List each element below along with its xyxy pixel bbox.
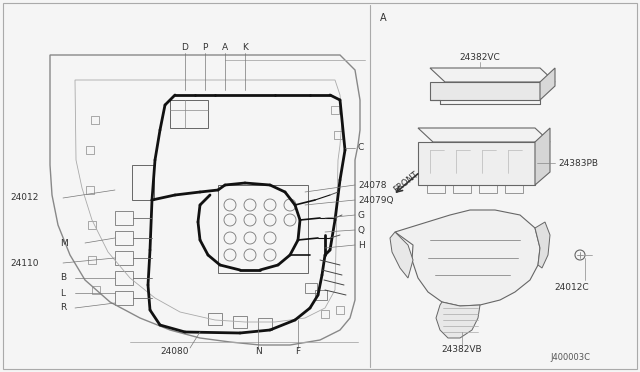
Bar bbox=[427, 148, 447, 176]
Bar bbox=[115, 291, 133, 305]
Text: 24078: 24078 bbox=[358, 180, 387, 189]
Text: P: P bbox=[202, 44, 208, 52]
Text: R: R bbox=[60, 304, 67, 312]
Text: J400003C: J400003C bbox=[550, 353, 590, 362]
Bar bbox=[115, 251, 133, 265]
Text: 24110: 24110 bbox=[10, 259, 38, 267]
Text: A: A bbox=[222, 44, 228, 52]
Bar bbox=[92, 286, 100, 294]
Text: F: F bbox=[296, 347, 301, 356]
Bar bbox=[336, 306, 344, 314]
Bar bbox=[88, 221, 96, 229]
Bar bbox=[479, 185, 497, 193]
Bar bbox=[170, 100, 208, 128]
Bar bbox=[88, 256, 96, 264]
Bar bbox=[132, 165, 154, 200]
Polygon shape bbox=[430, 68, 555, 82]
Polygon shape bbox=[535, 222, 550, 268]
Text: L: L bbox=[60, 289, 65, 298]
Text: 24079Q: 24079Q bbox=[358, 196, 394, 205]
Text: FRONT: FRONT bbox=[392, 170, 420, 195]
Bar bbox=[258, 318, 272, 330]
Text: 24012C: 24012C bbox=[555, 283, 589, 292]
Text: M: M bbox=[60, 238, 68, 247]
Bar bbox=[86, 186, 94, 194]
Text: 24383PB: 24383PB bbox=[558, 158, 598, 167]
Bar bbox=[331, 106, 339, 114]
Text: 24012: 24012 bbox=[10, 193, 38, 202]
Text: C: C bbox=[358, 144, 364, 153]
Polygon shape bbox=[418, 142, 535, 185]
Bar bbox=[453, 185, 471, 193]
Polygon shape bbox=[395, 210, 540, 306]
Text: D: D bbox=[182, 44, 188, 52]
Bar bbox=[115, 211, 133, 225]
Bar bbox=[427, 185, 445, 193]
Text: B: B bbox=[60, 273, 66, 282]
Bar bbox=[505, 148, 525, 176]
Text: Q: Q bbox=[358, 225, 365, 234]
Text: A: A bbox=[380, 13, 387, 23]
Text: 24382VB: 24382VB bbox=[442, 346, 483, 355]
Bar bbox=[321, 310, 329, 318]
Polygon shape bbox=[430, 82, 540, 100]
Polygon shape bbox=[436, 302, 480, 338]
Bar bbox=[315, 290, 327, 300]
Bar bbox=[453, 148, 473, 176]
Bar bbox=[86, 146, 94, 154]
Text: K: K bbox=[242, 44, 248, 52]
Text: H: H bbox=[358, 241, 365, 250]
Text: 24382VC: 24382VC bbox=[460, 54, 500, 62]
Polygon shape bbox=[540, 68, 555, 100]
Bar bbox=[233, 316, 247, 328]
Bar bbox=[305, 283, 317, 293]
Bar bbox=[479, 148, 499, 176]
Bar bbox=[91, 116, 99, 124]
Text: G: G bbox=[358, 211, 365, 219]
Text: 24080: 24080 bbox=[161, 347, 189, 356]
Bar bbox=[334, 131, 342, 139]
Polygon shape bbox=[418, 128, 550, 142]
Polygon shape bbox=[390, 232, 413, 278]
Bar bbox=[115, 271, 133, 285]
Bar bbox=[505, 185, 523, 193]
Bar bbox=[115, 231, 133, 245]
Bar bbox=[218, 185, 308, 273]
Polygon shape bbox=[535, 128, 550, 185]
Bar bbox=[208, 313, 222, 325]
Text: N: N bbox=[255, 347, 261, 356]
